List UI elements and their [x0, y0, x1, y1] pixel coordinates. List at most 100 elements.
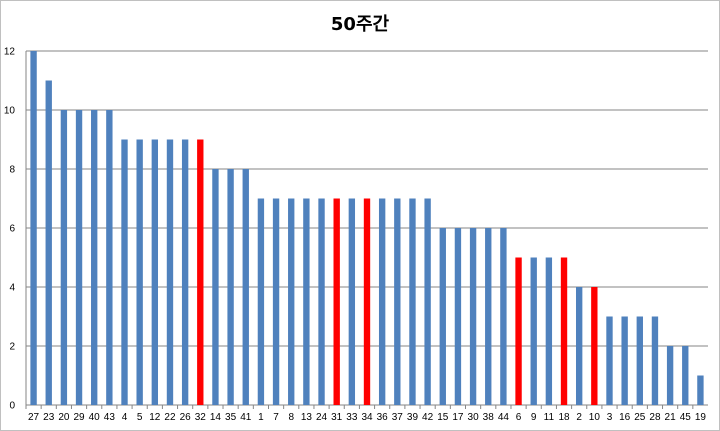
bar-11 — [545, 257, 553, 405]
bar-39 — [409, 198, 416, 405]
bars — [30, 51, 704, 405]
bar-12 — [151, 139, 159, 405]
bar-29 — [75, 110, 83, 405]
y-tick-label: 10 — [4, 106, 16, 117]
bar-14 — [212, 169, 219, 405]
y-tick-label: 2 — [9, 342, 15, 353]
x-tick-label: 26 — [180, 412, 192, 423]
x-tick-label: 32 — [195, 412, 207, 423]
bar-30 — [469, 228, 477, 405]
bar-43 — [106, 110, 113, 405]
bar-38 — [485, 228, 492, 405]
x-tick-label: 44 — [498, 412, 510, 423]
x-tick-label: 27 — [28, 412, 40, 423]
bar-36 — [378, 198, 386, 405]
x-tick-label: 19 — [695, 412, 707, 423]
bar-18 — [560, 257, 568, 405]
x-tick-label: 31 — [331, 412, 343, 423]
x-tick-label: 21 — [665, 412, 677, 423]
bar-6 — [515, 257, 522, 405]
x-tick-label: 5 — [137, 412, 143, 423]
y-tick-label: 12 — [4, 47, 16, 58]
bar-15 — [439, 228, 446, 405]
bar-13 — [303, 198, 310, 405]
x-tick-label: 9 — [531, 412, 537, 423]
bar-21 — [666, 346, 674, 405]
x-tick-label: 22 — [164, 412, 176, 423]
bar-26 — [181, 139, 189, 405]
x-tick-label: 7 — [273, 412, 279, 423]
x-tick-label: 33 — [346, 412, 358, 423]
x-tick-label: 45 — [680, 412, 692, 423]
x-tick-label: 12 — [149, 412, 161, 423]
bar-20 — [60, 110, 68, 405]
x-tick-label: 14 — [210, 412, 222, 423]
bar-25 — [636, 316, 643, 405]
bar-7 — [272, 198, 280, 405]
y-tick-label: 4 — [9, 283, 15, 294]
x-tick-label: 11 — [544, 412, 555, 423]
bar-41 — [242, 169, 249, 405]
x-tick-label: 17 — [452, 412, 464, 423]
y-tick-label: 6 — [9, 224, 15, 235]
bar-31 — [333, 198, 340, 405]
bar-17 — [454, 228, 462, 405]
bar-3 — [606, 316, 613, 405]
x-tick-label: 13 — [301, 412, 313, 423]
x-tick-label: 8 — [288, 412, 294, 423]
x-tick-label: 28 — [649, 412, 661, 423]
x-tick-label: 38 — [483, 412, 495, 423]
bar-22 — [166, 139, 174, 405]
bar-35 — [227, 169, 234, 405]
x-tick-label: 25 — [634, 412, 646, 423]
y-tick-label: 8 — [9, 165, 15, 176]
bar-10 — [591, 287, 598, 405]
bar-5 — [136, 139, 143, 405]
x-tick-label: 41 — [240, 412, 252, 423]
x-tick-label: 24 — [316, 412, 328, 423]
bar-44 — [500, 228, 507, 405]
x-tick-label: 23 — [43, 412, 55, 423]
x-tick-label: 35 — [225, 412, 237, 423]
x-tick-label: 30 — [468, 412, 480, 423]
x-tick-label: 36 — [377, 412, 389, 423]
x-tick-label: 42 — [422, 412, 434, 423]
bar-34 — [363, 198, 371, 405]
bar-16 — [621, 316, 628, 405]
x-tick-label: 40 — [89, 412, 101, 423]
x-tick-label: 4 — [122, 412, 128, 423]
bar-4 — [121, 139, 128, 405]
x-tick-label: 10 — [589, 412, 601, 423]
bar-37 — [394, 198, 401, 405]
bar-32 — [197, 139, 204, 405]
bar-28 — [651, 316, 659, 405]
x-tick-label: 39 — [407, 412, 419, 423]
x-tick-label: 6 — [516, 412, 522, 423]
chart-title: 50주간 — [330, 14, 390, 35]
bar-9 — [530, 257, 537, 405]
bar-8 — [288, 198, 295, 405]
x-tick-label: 2 — [576, 412, 582, 423]
bar-27 — [30, 51, 37, 405]
x-tick-label: 16 — [619, 412, 631, 423]
bar-40 — [91, 110, 98, 405]
bar-45 — [682, 346, 689, 405]
bar-24 — [318, 198, 325, 405]
bar-2 — [575, 287, 583, 405]
x-tick-label: 43 — [104, 412, 116, 423]
x-tick-label: 1 — [258, 412, 264, 423]
bar-33 — [348, 198, 356, 405]
bar-23 — [45, 80, 52, 405]
x-tick-label: 20 — [58, 412, 70, 423]
x-tick-label: 18 — [558, 412, 570, 423]
y-tick-label: 0 — [9, 401, 15, 412]
x-tick-label: 34 — [361, 412, 373, 423]
bar-19 — [697, 375, 704, 405]
x-tick-label: 15 — [437, 412, 449, 423]
bar-1 — [257, 198, 265, 405]
bar-42 — [424, 198, 431, 405]
x-tick-label: 37 — [392, 412, 404, 423]
